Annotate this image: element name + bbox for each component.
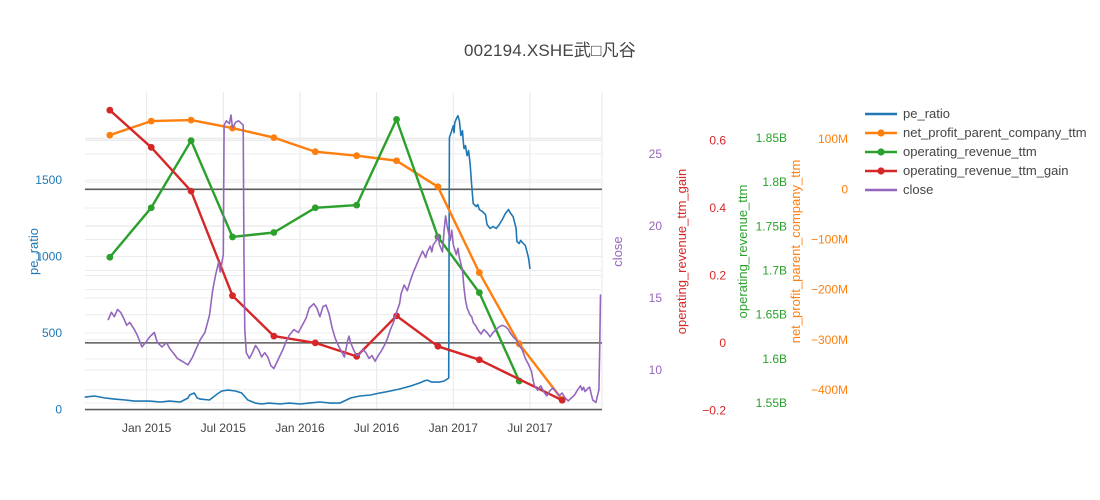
marker-operating_revenue_ttm_gain [147,143,155,151]
marker-operating_revenue_ttm [187,137,195,145]
marker-operating_revenue_ttm [393,115,400,123]
marker-operating_revenue_ttm_gain [229,292,236,300]
marker-operating_revenue_ttm [270,229,278,236]
legend-label: net_profit_parent_company_ttm [903,125,1087,140]
y-axis-gain: −0.2 0 0.2 0.4 0.6 operating_revenue_ttm_gain [674,134,726,418]
marker-net_profit_parent_company_ttm [187,116,195,124]
y-tick-label-profit: 0 [841,182,848,196]
legend-label: pe_ratio [903,106,950,121]
y-tick-label-rev: 1.85B [756,131,787,145]
marker-operating_revenue_ttm [147,204,155,212]
legend-item-close[interactable]: close [865,182,933,197]
y-tick-label-rev: 1.8B [762,175,787,189]
y-tick-label-rev: 1.75B [756,219,787,233]
y-tick-label-pe: 1000 [35,249,62,263]
y-tick-label-pe: 1500 [35,173,62,187]
legend-item-operating_revenue_ttm[interactable]: operating_revenue_ttm [865,144,1037,159]
marker-net_profit_parent_company_ttm [393,157,400,165]
series-line-pe_ratio [84,114,531,405]
marker-operating_revenue_ttm_gain [106,106,114,114]
chart-title: 002194.XSHE武□凡谷 [463,41,636,60]
legend-item-pe_ratio[interactable]: pe_ratio [865,106,950,121]
marker-net_profit_parent_company_ttm [147,117,155,125]
x-tick-label: Jan 2015 [122,421,172,435]
x-tick-label: Jan 2017 [429,421,479,435]
legend-swatch-marker [877,129,885,137]
marker-net_profit_parent_company_ttm [270,134,278,142]
marker-operating_revenue_ttm [229,233,236,241]
legend-label: operating_revenue_ttm_gain [903,163,1069,178]
x-tick-label: Jul 2015 [201,421,247,435]
legend-item-net_profit_parent_company_ttm[interactable]: net_profit_parent_company_ttm [865,125,1087,140]
y-axis-title-rev: operating_revenue_ttm [735,185,750,319]
y-tick-label-gain: −0.2 [702,403,726,417]
legend-label: operating_revenue_ttm [903,144,1037,159]
marker-operating_revenue_ttm [475,289,483,296]
y-tick-label-profit: −300M [811,333,848,347]
legend-label: close [903,182,933,197]
marker-operating_revenue_ttm_gain [475,356,483,364]
y-axis-title-profit: net_profit_parent_company_ttm [788,160,803,344]
y-axis-profit: −400M −300M −200M −100M 0 100M net_profit_pare… [788,132,848,397]
series-line-net_profit_parent_company_ttm [108,118,564,401]
marker-operating_revenue_ttm [106,253,114,261]
y-axis-pe: 0 500 1000 1500 pe_ratio [26,173,62,417]
marker-net_profit_parent_company_ttm [475,269,483,276]
y-tick-label-gain: 0.4 [709,201,726,215]
marker-net_profit_parent_company_ttm [353,152,361,160]
y-tick-label-pe: 0 [55,403,62,417]
marker-operating_revenue_ttm_gain [434,342,442,350]
y-axis-close: 10 15 20 25 close [610,147,662,377]
y-axis-title-pe: pe_ratio [26,228,41,275]
series-line-close [107,114,602,404]
y-tick-label-close: 10 [649,363,663,377]
x-tick-label: Jul 2017 [507,421,553,435]
x-tick-label: Jul 2016 [354,421,400,435]
series-operating_revenue_ttm [106,115,523,385]
y-tick-label-rev: 1.55B [756,396,787,410]
legend-item-operating_revenue_ttm_gain[interactable]: operating_revenue_ttm_gain [865,163,1069,178]
y-tick-label-rev: 1.7B [762,263,787,277]
y-axis-title-gain: operating_revenue_ttm_gain [674,169,689,335]
y-tick-label-gain: 0 [719,336,726,350]
gridlines [85,92,603,411]
y-tick-label-pe: 500 [42,326,62,340]
y-axis-rev: 1.55B 1.6B 1.65B 1.7B 1.75B 1.8B 1.85B operatin… [735,131,787,410]
y-tick-label-profit: −200M [811,283,848,297]
marker-operating_revenue_ttm_gain [558,396,566,404]
series-pe_ratio [84,114,531,405]
legend: pe_ratio net_profit_parent_company_ttmope… [865,106,1087,197]
marker-operating_revenue_ttm [353,201,361,209]
marker-operating_revenue_ttm_gain [311,339,319,347]
y-tick-label-close: 25 [649,147,663,161]
marker-operating_revenue_ttm [311,204,319,212]
marker-net_profit_parent_company_ttm [311,148,319,156]
y-tick-label-profit: 100M [818,132,848,146]
legend-swatch-marker [877,148,885,156]
series-net_profit_parent_company_ttm [106,116,566,403]
legend-swatch-marker [877,167,885,175]
y-tick-label-rev: 1.65B [756,308,787,322]
marker-net_profit_parent_company_ttm [434,183,442,191]
y-tick-label-profit: −400M [811,383,848,397]
marker-net_profit_parent_company_ttm [106,131,114,139]
y-tick-label-close: 15 [649,291,663,305]
y-axis-title-close: close [610,236,625,266]
y-tick-label-profit: −100M [811,232,848,246]
marker-operating_revenue_ttm_gain [270,332,278,340]
y-tick-label-rev: 1.6B [762,352,787,366]
y-tick-label-gain: 0.6 [709,134,726,148]
marker-operating_revenue_ttm_gain [187,187,195,195]
x-axis-tick-labels: Jan 2015 Jul 2015 Jan 2016 Jul 2016 Jan 2017… [122,421,553,435]
y-tick-label-close: 20 [649,219,663,233]
y-tick-label-gain: 0.2 [709,268,726,282]
zerolines [85,188,602,411]
series-close [107,114,602,404]
x-tick-label: Jan 2016 [275,421,325,435]
